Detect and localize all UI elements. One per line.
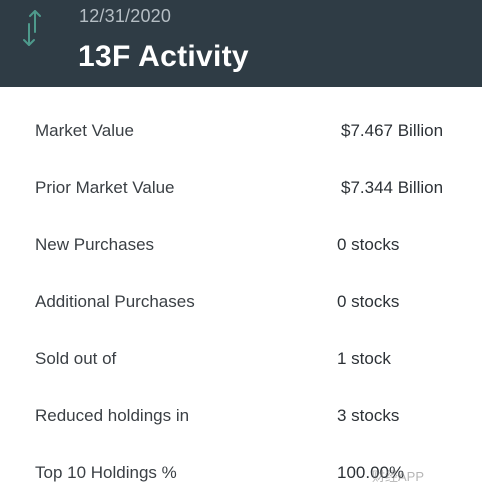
row-label: Prior Market Value: [35, 178, 175, 197]
row-value: 3 stocks: [337, 406, 400, 425]
row-value: 0 stocks: [337, 235, 400, 254]
row-label: Sold out of: [35, 349, 117, 368]
card-header: 12/31/2020 13F Activity: [0, 0, 482, 87]
row-top-10-holdings: Top 10 Holdings % 100.00%: [0, 445, 482, 493]
row-value: 100.00%: [337, 463, 405, 482]
row-market-value: Market Value $7.467 Billion: [0, 103, 482, 160]
row-reduced-holdings: Reduced holdings in 3 stocks: [0, 388, 482, 445]
row-label: Additional Purchases: [35, 292, 195, 311]
row-prior-market-value: Prior Market Value $7.344 Billion: [0, 160, 482, 217]
up-down-arrows-icon: [20, 8, 44, 48]
activity-list: Market Value $7.467 Billion Prior Market…: [0, 103, 482, 493]
row-new-purchases: New Purchases 0 stocks: [0, 217, 482, 274]
row-label: Market Value: [35, 121, 134, 140]
row-additional-purchases: Additional Purchases 0 stocks: [0, 274, 482, 331]
report-date: 12/31/2020: [79, 6, 172, 26]
row-value: $7.344 Billion: [341, 178, 444, 197]
row-label: New Purchases: [35, 235, 155, 254]
row-value: 1 stock: [337, 349, 391, 368]
row-value: 0 stocks: [337, 292, 400, 311]
row-sold-out-of: Sold out of 1 stock: [0, 331, 482, 388]
card-title: 13F Activity: [78, 40, 249, 73]
watermark: 财经APP: [372, 469, 425, 484]
row-value: $7.467 Billion: [341, 121, 444, 140]
row-label: Top 10 Holdings %: [35, 463, 177, 482]
row-label: Reduced holdings in: [35, 406, 190, 425]
